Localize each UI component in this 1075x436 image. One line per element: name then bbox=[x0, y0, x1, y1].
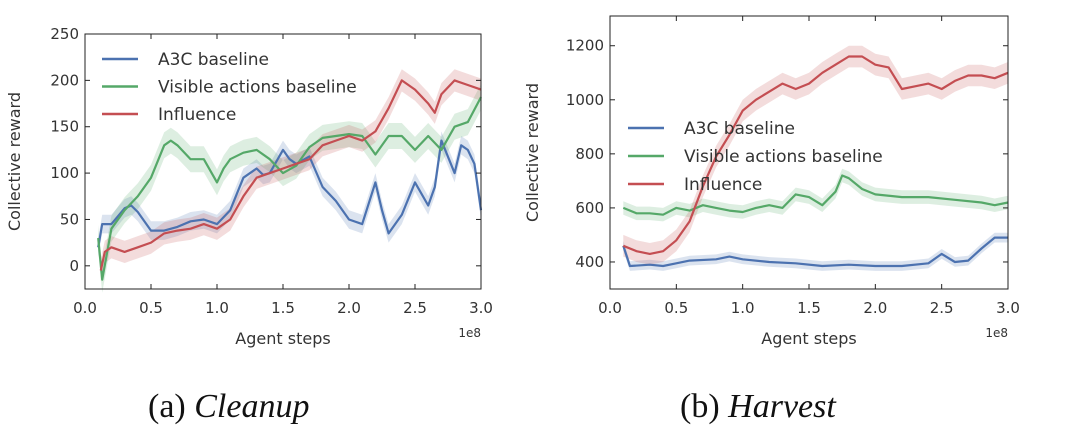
y-tick-label: 150 bbox=[50, 118, 79, 136]
x-tick-label: 0.5 bbox=[139, 299, 163, 317]
series-line bbox=[622, 236, 1008, 268]
x-tick-label: 2.5 bbox=[403, 299, 427, 317]
series-line bbox=[622, 55, 1009, 255]
y-tick-label: 800 bbox=[575, 145, 604, 163]
series-band bbox=[98, 84, 481, 293]
x-tick-label: 0.0 bbox=[598, 299, 622, 317]
y-tick-label: 0 bbox=[69, 257, 79, 275]
legend-label: Influence bbox=[158, 105, 236, 125]
legend-label: A3C baseline bbox=[684, 119, 795, 139]
y-tick-label: 250 bbox=[50, 25, 79, 43]
x-tick-label: 2.5 bbox=[930, 299, 954, 317]
x-tick-label: 0.0 bbox=[73, 299, 97, 317]
series-line bbox=[97, 139, 483, 248]
x-axis-label: Agent steps bbox=[235, 329, 330, 348]
x-tick-label: 1.5 bbox=[797, 299, 821, 317]
x-tick-label: 2.0 bbox=[337, 299, 361, 317]
x-tick-label: 0.5 bbox=[664, 299, 688, 317]
legend-label: Visible actions baseline bbox=[684, 147, 883, 167]
y-axis-label: Collective reward bbox=[5, 92, 24, 231]
caption-label: (a) bbox=[148, 388, 186, 425]
series-line bbox=[99, 79, 482, 271]
y-axis-label: Collective reward bbox=[523, 83, 542, 222]
y-tick-label: 1200 bbox=[566, 37, 604, 55]
y-tick-label: 1000 bbox=[566, 91, 604, 109]
y-tick-label: 100 bbox=[50, 164, 79, 182]
x-tick-label: 2.0 bbox=[863, 299, 887, 317]
y-tick-label: 400 bbox=[575, 253, 604, 271]
y-tick-label: 600 bbox=[575, 199, 604, 217]
series-band bbox=[100, 69, 482, 282]
series-band bbox=[623, 232, 1008, 271]
y-tick-label: 50 bbox=[60, 210, 79, 228]
x-tick-label: 3.0 bbox=[469, 299, 493, 317]
caption-label: (b) bbox=[680, 388, 720, 425]
x-axis-label: Agent steps bbox=[761, 329, 856, 348]
x-tick-label: 1.5 bbox=[271, 299, 295, 317]
cleanup-chart: 0.0 0.5 1.0 1.5 2.0 2.5 3.0 0 50 100 150 200 250 Agen… bbox=[5, 25, 493, 348]
legend-label: A3C baseline bbox=[158, 50, 269, 70]
y-tick-label: 200 bbox=[50, 71, 79, 89]
series-line bbox=[97, 96, 482, 281]
caption-cleanup: (a) Cleanup bbox=[148, 388, 309, 426]
caption-name: Cleanup bbox=[194, 388, 310, 425]
legend-label: Influence bbox=[684, 175, 762, 195]
x-tick-label: 3.0 bbox=[996, 299, 1020, 317]
legend-label: Visible actions baseline bbox=[158, 78, 357, 98]
caption-harvest: (b) Harvest bbox=[680, 388, 836, 426]
series-line bbox=[622, 174, 1009, 216]
harvest-chart: 0.0 0.5 1.0 1.5 2.0 2.5 3.0 400 600 800 1000 1200 Ag… bbox=[523, 15, 1020, 348]
x-scale-label: 1e8 bbox=[985, 326, 1008, 340]
x-scale-label: 1e8 bbox=[458, 326, 481, 340]
x-tick-label: 1.0 bbox=[731, 299, 755, 317]
series-band bbox=[623, 168, 1008, 222]
series-band bbox=[623, 45, 1008, 265]
caption-name: Harvest bbox=[728, 388, 836, 425]
x-tick-label: 1.0 bbox=[205, 299, 229, 317]
